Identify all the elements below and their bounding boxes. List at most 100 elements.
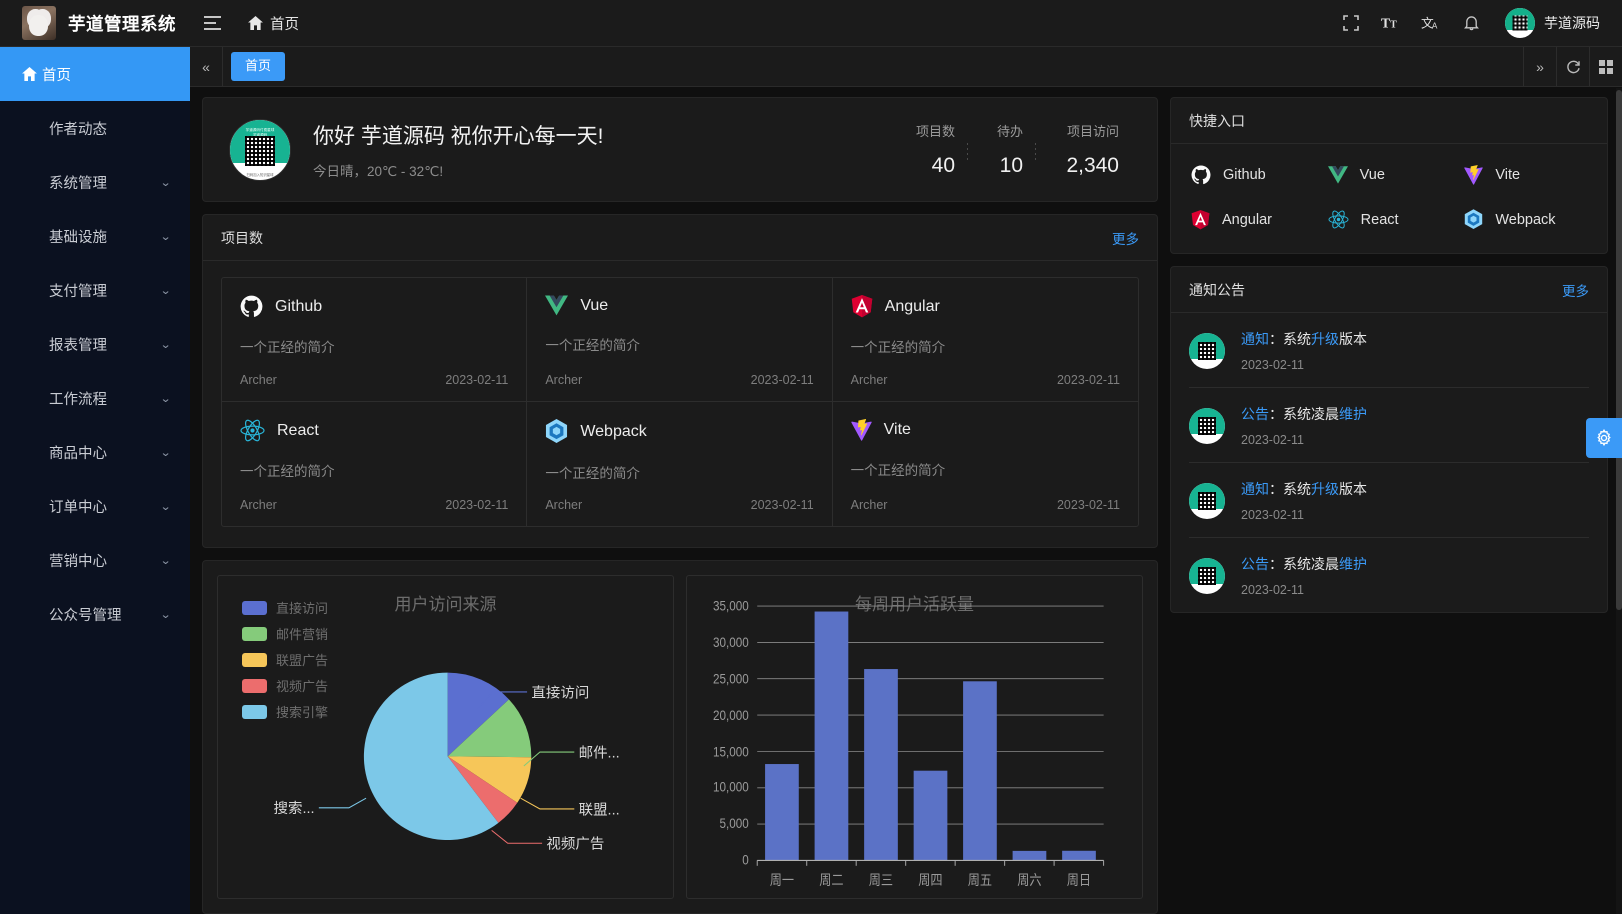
sidebar-item-label: 报表管理 — [49, 337, 107, 354]
sidebar-item-label: 首页 — [42, 67, 71, 84]
tab-home[interactable]: 首页 — [231, 52, 286, 81]
translate-icon[interactable]: 文 A — [1411, 0, 1451, 47]
project-desc: 一个正经的简介 — [240, 464, 335, 479]
legend-label: 视频广告 — [276, 679, 329, 694]
notice-title[interactable]: 通知：系统升级版本 — [1241, 329, 1589, 349]
chevron-down-icon: ⌄ — [159, 392, 172, 405]
project-card-github[interactable]: Github 一个正经的简介 Archer 2023-02-11 — [222, 278, 528, 402]
project-name: Vite — [883, 421, 911, 438]
notice-title[interactable]: 公告：系统凌晨维护 — [1241, 404, 1589, 424]
refresh-icon[interactable] — [1556, 47, 1589, 86]
welcome-greeting: 你好 芋道源码 祝你开心每一天! — [313, 124, 604, 148]
github-icon — [1191, 165, 1211, 185]
project-card-angular[interactable]: Angular 一个正经的简介 Archer 2023-02-11 — [832, 278, 1138, 402]
sidebar-item-home[interactable]: 首页 — [0, 47, 190, 101]
breadcrumb-home-label: 首页 — [270, 16, 299, 33]
sidebar-item-mp[interactable]: 公众号管理 ⌄ — [0, 587, 190, 641]
legend-item[interactable]: 视频广告 — [242, 676, 328, 695]
gear-icon — [1595, 429, 1613, 447]
notice-item[interactable]: 公告：系统凌晨维护 2023-02-11 — [1189, 538, 1589, 612]
user-menu[interactable]: 芋道源码 — [1491, 8, 1606, 38]
sidebar-item-infra[interactable]: 基础设施 ⌄ — [0, 209, 190, 263]
settings-drawer-button[interactable] — [1586, 418, 1622, 458]
hamburger-icon[interactable] — [190, 0, 234, 47]
webpack-icon — [1464, 209, 1483, 230]
project-card-react[interactable]: React 一个正经的简介 Archer 2023-02-11 — [222, 402, 528, 526]
sidebar-item-label: 商品中心 — [49, 445, 107, 462]
notice-date: 2023-02-11 — [1241, 583, 1305, 597]
quick-link-react[interactable]: React — [1324, 204, 1461, 235]
svg-text:30,000: 30,000 — [713, 635, 749, 650]
page-scrollbar[interactable] — [1616, 88, 1622, 914]
project-card-webpack[interactable]: Webpack 一个正经的简介 Archer 2023-02-11 — [527, 402, 833, 526]
github-icon — [240, 295, 263, 318]
project-card-vite[interactable]: Vite 一个正经的简介 Archer 2023-02-11 — [833, 402, 1138, 526]
double-chevron-right-icon[interactable]: » — [1523, 47, 1556, 86]
sidebar-item-author-news[interactable]: 作者动态 — [0, 101, 190, 155]
notice-title[interactable]: 公告：系统凌晨维护 — [1241, 554, 1589, 574]
notice-highlight: 维护 — [1339, 556, 1367, 572]
legend-item[interactable]: 直接访问 — [242, 598, 328, 617]
svg-text:A: A — [1432, 21, 1438, 30]
sidebar-item-workflow[interactable]: 工作流程 ⌄ — [0, 371, 190, 425]
quick-link-webpack[interactable]: Webpack — [1460, 204, 1597, 235]
welcome-text: 你好 芋道源码 祝你开心每一天! 今日晴，20℃ - 32℃! — [313, 120, 877, 180]
grid-icon[interactable] — [1589, 47, 1622, 86]
double-chevron-left-icon[interactable]: « — [190, 47, 223, 86]
stat-label: 项目数 — [915, 124, 955, 139]
stat-label: 待办 — [996, 124, 1023, 139]
bar-chart-canvas: 0 5,000 10,000 15,000 20,000 25,000 30,0… — [687, 576, 1142, 898]
quick-link-angular[interactable]: Angular — [1187, 204, 1324, 235]
notice-item[interactable]: 通知：系统升级版本 2023-02-11 — [1189, 313, 1589, 388]
sidebar-item-label: 订单中心 — [49, 499, 107, 516]
legend-item[interactable]: 邮件营销 — [242, 624, 328, 643]
sidebar-item-order[interactable]: 订单中心 ⌄ — [0, 479, 190, 533]
quick-link-vue[interactable]: Vue — [1324, 160, 1461, 190]
projects-title: 项目数 — [221, 229, 263, 246]
pie-callout-label: 搜索... — [274, 800, 315, 817]
project-desc: 一个正经的简介 — [850, 340, 946, 355]
home-icon — [22, 67, 42, 81]
font-size-icon[interactable]: T T — [1371, 0, 1411, 47]
notices-more-link[interactable]: 更多 — [1562, 283, 1589, 299]
notice-item[interactable]: 通知：系统升级版本 2023-02-11 — [1189, 463, 1589, 538]
sidebar-item-product[interactable]: 商品中心 ⌄ — [0, 425, 190, 479]
project-date: 2023-02-11 — [750, 373, 814, 387]
notices-list: 通知：系统升级版本 2023-02-11 公告：系统凌晨维护 — [1171, 313, 1607, 612]
sidebar-item-report[interactable]: 报表管理 ⌄ — [0, 317, 190, 371]
brand[interactable]: 芋道管理系统 — [0, 6, 190, 40]
sidebar-item-payment[interactable]: 支付管理 ⌄ — [0, 263, 190, 317]
notice-item[interactable]: 公告：系统凌晨维护 2023-02-11 — [1189, 388, 1589, 463]
top-bar: 芋道管理系统 首页 T T — [0, 0, 1622, 47]
legend-item[interactable]: 联盟广告 — [242, 650, 328, 669]
brand-title: 芋道管理系统 — [68, 13, 176, 34]
project-date: 2023-02-11 — [1056, 373, 1120, 387]
left-column: 芋道源码付费星球芋道源码限时特惠 扫码加入知识星球 你好 芋道源码 祝你开心每一… — [202, 97, 1158, 914]
projects-grid: Github 一个正经的简介 Archer 2023-02-11 — [221, 277, 1139, 527]
legend-swatch — [242, 626, 267, 641]
project-name: React — [277, 421, 319, 439]
stat-value: 10 — [999, 154, 1023, 177]
pie-chart-title: 用户访问来源 — [394, 595, 497, 614]
sidebar-item-marketing[interactable]: 营销中心 ⌄ — [0, 533, 190, 587]
quick-link-vite[interactable]: Vite — [1460, 160, 1597, 190]
sidebar-item-system[interactable]: 系统管理 ⌄ — [0, 155, 190, 209]
top-bar-actions: T T 文 A 芋道源码 — [1331, 0, 1622, 47]
projects-more-link[interactable]: 更多 — [1112, 231, 1139, 247]
quick-link-label: React — [1360, 211, 1399, 228]
svg-text:5,000: 5,000 — [720, 817, 749, 832]
legend-item[interactable]: 搜索引擎 — [242, 702, 328, 721]
page-scrollbar-thumb[interactable] — [1616, 90, 1622, 610]
project-card-vue[interactable]: Vue 一个正经的简介 Archer 2023-02-11 — [527, 278, 833, 402]
breadcrumb-home[interactable]: 首页 — [234, 0, 313, 47]
pie-chart-legend: 直接访问 邮件营销 联盟广告 — [242, 598, 328, 721]
stat-value: 40 — [931, 154, 955, 177]
bell-icon[interactable] — [1451, 0, 1491, 47]
home-icon — [248, 16, 263, 30]
fullscreen-icon[interactable] — [1331, 0, 1371, 47]
notices-title: 通知公告 — [1189, 281, 1245, 298]
project-author: Archer — [545, 373, 583, 387]
vue-icon — [545, 295, 569, 316]
notice-title[interactable]: 通知：系统升级版本 — [1241, 479, 1589, 499]
quick-link-github[interactable]: Github — [1187, 160, 1324, 190]
